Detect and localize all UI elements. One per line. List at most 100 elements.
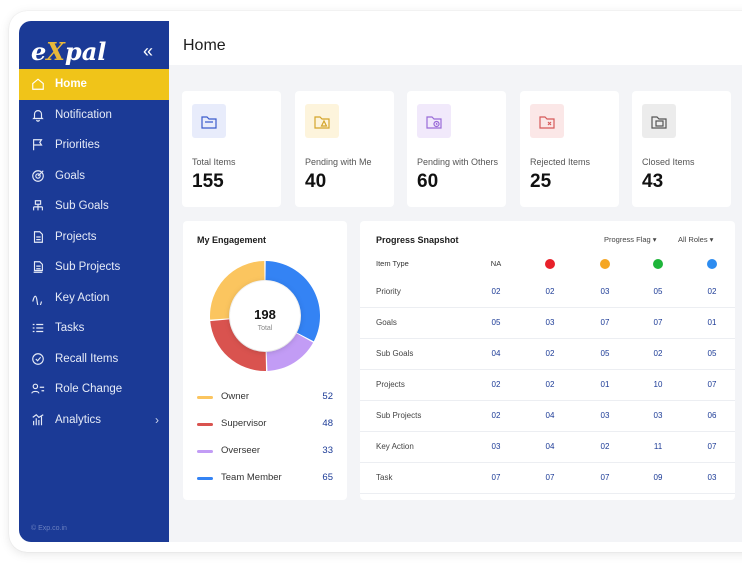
snapshot-cell[interactable]: 07	[545, 473, 555, 482]
snapshot-cell[interactable]: 02	[545, 287, 555, 296]
stat-label: Total Items	[192, 157, 236, 167]
sidebar-item-label: Tasks	[55, 322, 85, 335]
sidebar-item-sub-goals[interactable]: Sub Goals	[19, 191, 169, 222]
app-logo[interactable]: eXpal	[31, 37, 106, 66]
sidebar-item-label: Sub Goals	[55, 200, 109, 213]
sidebar-item-notification[interactable]: Notification	[19, 100, 169, 131]
snapshot-cell[interactable]: 05	[707, 349, 717, 358]
stat-value: 25	[530, 171, 552, 192]
snapshot-cell[interactable]: 02	[707, 287, 717, 296]
snapshot-cell[interactable]: 07	[491, 473, 501, 482]
stat-card-rejected-items[interactable]: Rejected Items 25	[520, 91, 619, 207]
snapshot-cell[interactable]: 02	[545, 380, 555, 389]
hierarchy-icon	[31, 199, 45, 213]
sidebar-item-label: Role Change	[55, 383, 123, 396]
snapshot-cell[interactable]: 02	[600, 442, 610, 451]
snapshot-cell[interactable]: 07	[707, 380, 717, 389]
sidebar-item-projects[interactable]: Projects	[19, 222, 169, 253]
copyright-text: © Exp.co.in	[31, 525, 67, 532]
snapshot-cell[interactable]: 06	[707, 411, 717, 420]
snapshot-row: Projects 02 02 01 10 07	[360, 370, 735, 401]
legend-item-supervisor[interactable]: Supervisor 48	[197, 418, 333, 432]
snapshot-cell[interactable]: 05	[491, 318, 501, 327]
snapshot-cell[interactable]: 01	[600, 380, 610, 389]
app-frame: eXpal « Home Notification Priorities Goals S…	[9, 11, 742, 552]
sidebar-item-recall-items[interactable]: Recall Items	[19, 344, 169, 375]
home-icon	[31, 77, 45, 91]
flag-icon	[31, 138, 45, 152]
snapshot-row: Key Action 03 04 02 11 07	[360, 432, 735, 463]
snapshot-cell[interactable]: 03	[600, 411, 610, 420]
snapshot-cell[interactable]: 11	[653, 442, 663, 451]
snapshot-cell[interactable]: 07	[600, 318, 610, 327]
stat-card-pending-with-others[interactable]: Pending with Others 60	[407, 91, 506, 207]
sidebar-item-tasks[interactable]: Tasks	[19, 313, 169, 344]
snapshot-cell[interactable]: 02	[491, 380, 501, 389]
double-chevron-left-icon[interactable]: «	[143, 41, 154, 61]
progress-flag-dropdown[interactable]: Progress Flag ▾	[604, 235, 657, 244]
snapshot-cell[interactable]: 03	[491, 442, 501, 451]
recall-icon	[31, 352, 45, 366]
sidebar-item-role-change[interactable]: Role Change	[19, 374, 169, 405]
stat-label: Pending with Others	[417, 157, 499, 167]
stat-card-pending-with-me[interactable]: Pending with Me 40	[295, 91, 394, 207]
donut-slice-supervisor[interactable]	[210, 319, 267, 371]
status-dot	[600, 259, 610, 269]
stat-card-closed-items[interactable]: Closed Items 43	[632, 91, 731, 207]
sidebar-item-label: Notification	[55, 108, 112, 121]
donut-slice-owner[interactable]	[210, 261, 265, 320]
legend-value: 33	[322, 445, 333, 456]
snapshot-cell[interactable]: 05	[600, 349, 610, 358]
snapshot-cell[interactable]: 10	[653, 380, 663, 389]
row-label: Sub Projects	[376, 411, 422, 420]
legend-item-team-member[interactable]: Team Member 65	[197, 472, 333, 486]
list-icon	[31, 321, 45, 335]
progress-snapshot-card: Progress Snapshot Progress Flag ▾ All Ro…	[360, 221, 735, 500]
role-change-icon	[31, 382, 45, 396]
donut-total-value: 198	[254, 307, 276, 322]
legend-item-owner[interactable]: Owner 52	[197, 391, 333, 405]
snapshot-cell[interactable]: 07	[653, 318, 663, 327]
legend-value: 52	[322, 391, 333, 402]
legend-swatch	[197, 423, 213, 426]
snapshot-cell[interactable]: 02	[545, 349, 555, 358]
snapshot-cell[interactable]: 03	[545, 318, 555, 327]
snapshot-cell[interactable]: 04	[491, 349, 501, 358]
stat-card-total-items[interactable]: Total Items 155	[182, 91, 281, 207]
snapshot-cell[interactable]: 09	[653, 473, 663, 482]
snapshot-cell[interactable]: 07	[600, 473, 610, 482]
legend-swatch	[197, 450, 213, 453]
legend-value: 48	[322, 418, 333, 429]
row-label: Priority	[376, 287, 401, 296]
legend-swatch	[197, 477, 213, 480]
snapshot-row: Priority 02 02 03 05 02	[360, 277, 735, 308]
donut-slice-overseer[interactable]	[266, 333, 314, 371]
snapshot-cell[interactable]: 02	[491, 411, 501, 420]
snapshot-cell[interactable]: 04	[545, 442, 555, 451]
snapshot-cell[interactable]: 04	[545, 411, 555, 420]
sidebar-item-sub-projects[interactable]: Sub Projects	[19, 252, 169, 283]
snapshot-cell[interactable]: 02	[653, 349, 663, 358]
all-roles-dropdown[interactable]: All Roles ▾	[678, 235, 714, 244]
sidebar-item-priorities[interactable]: Priorities	[19, 130, 169, 161]
sidebar-item-home[interactable]: Home	[19, 69, 169, 100]
page-title: Home	[183, 37, 226, 54]
snapshot-cell[interactable]: 07	[707, 442, 717, 451]
snapshot-cell[interactable]: 03	[653, 411, 663, 420]
sidebar-item-key-action[interactable]: Key Action	[19, 283, 169, 314]
row-divider	[360, 307, 735, 308]
legend-item-overseer[interactable]: Overseer 33	[197, 445, 333, 459]
snapshot-row: Sub Projects 02 04 03 03 06	[360, 401, 735, 432]
snapshot-cell[interactable]: 02	[491, 287, 501, 296]
donut-slice-team-member[interactable]	[265, 261, 320, 342]
row-label: Projects	[376, 380, 405, 389]
snapshot-cell[interactable]: 01	[707, 318, 717, 327]
stat-value: 43	[642, 171, 664, 192]
snapshot-cell[interactable]: 05	[653, 287, 663, 296]
row-divider	[360, 369, 735, 370]
sidebar-item-label: Projects	[55, 230, 97, 243]
snapshot-cell[interactable]: 03	[600, 287, 610, 296]
snapshot-cell[interactable]: 03	[707, 473, 717, 482]
sidebar-item-goals[interactable]: Goals	[19, 161, 169, 192]
sidebar-item-analytics[interactable]: Analytics ›	[19, 405, 169, 436]
